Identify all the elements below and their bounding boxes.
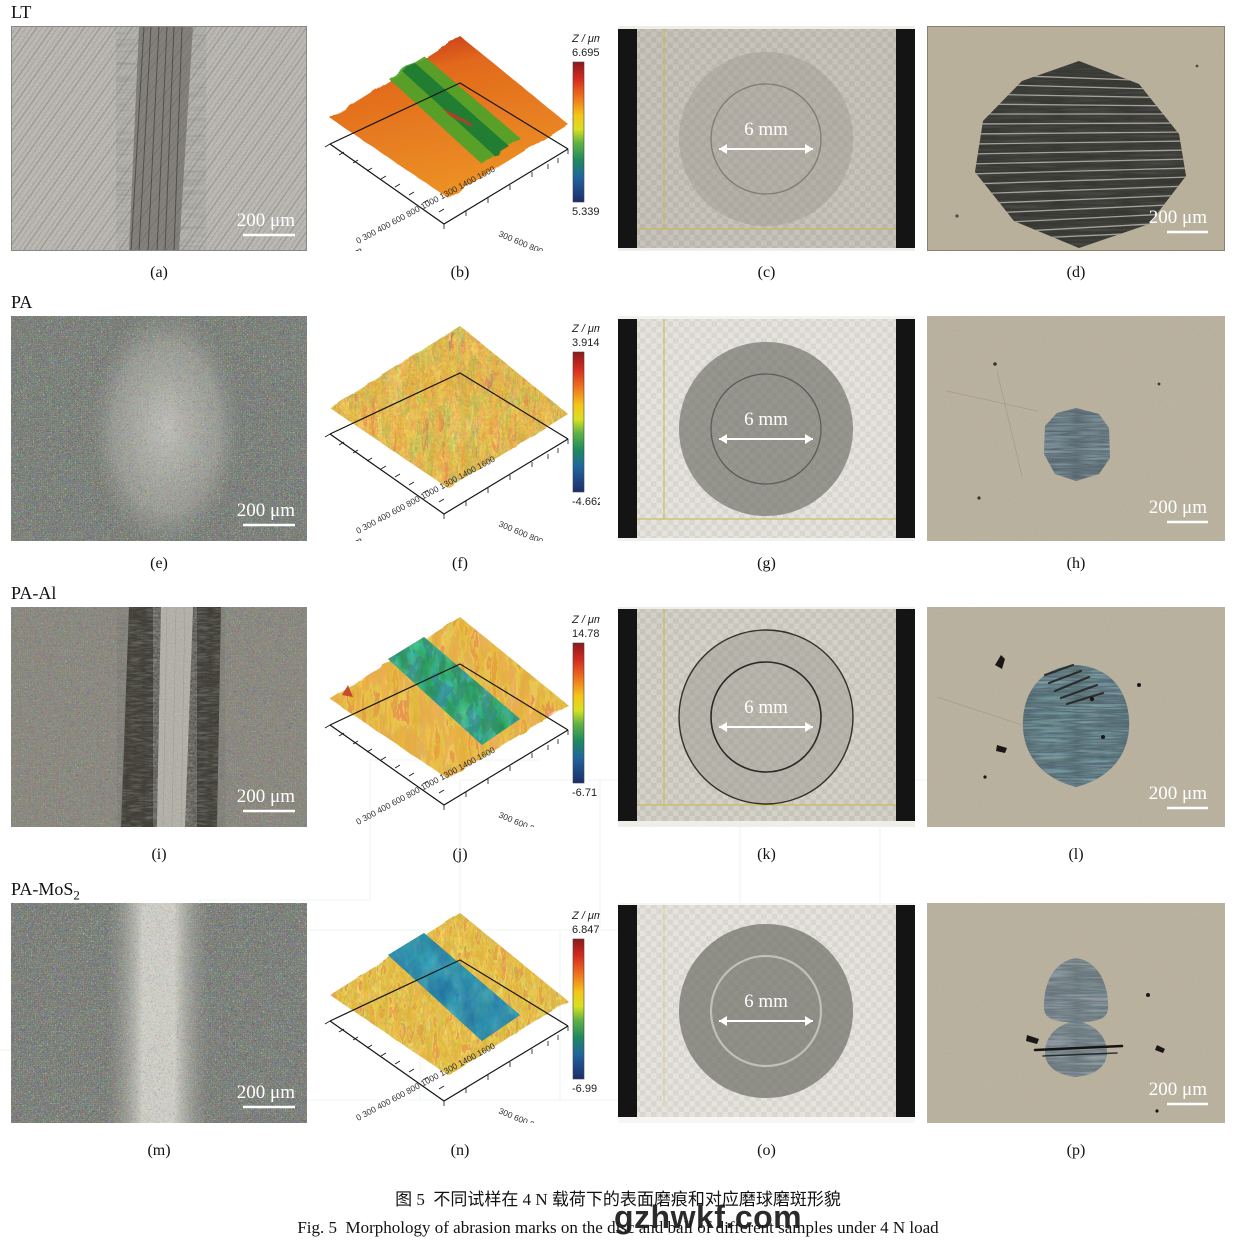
svg-text:Z / μm: Z / μm <box>571 614 600 626</box>
svg-text:6 mm: 6 mm <box>744 991 788 1012</box>
svg-text:-4.662: -4.662 <box>572 496 600 508</box>
svg-text:6.695: 6.695 <box>572 47 600 59</box>
svg-text:6 mm: 6 mm <box>744 409 788 430</box>
svg-text:300 600 800 1000 1200 1400 16: 300 600 800 1000 1200 1400 1600 <box>497 810 600 827</box>
svg-text:6.847: 6.847 <box>572 924 600 936</box>
svg-text:Z / μm: Z / μm <box>571 910 600 922</box>
svg-text:-6.99: -6.99 <box>572 1083 597 1095</box>
svg-text:Y / μm: Y / μm <box>334 1122 364 1123</box>
svg-text:Y / μm: Y / μm <box>334 245 364 251</box>
svg-text:200 μm: 200 μm <box>237 500 295 521</box>
svg-text:200 μm: 200 μm <box>237 786 295 807</box>
svg-text:200 μm: 200 μm <box>237 210 295 231</box>
svg-text:300 600 800 1000 1200 1400 16: 300 600 800 1000 1200 1400 1600 <box>497 1106 600 1123</box>
svg-text:6 mm: 6 mm <box>744 119 788 140</box>
svg-text:200 μm: 200 μm <box>1149 1079 1207 1100</box>
svg-text:14.782: 14.782 <box>572 628 600 640</box>
svg-text:200 μm: 200 μm <box>1149 207 1207 228</box>
svg-text:200 μm: 200 μm <box>237 1082 295 1103</box>
svg-text:5.339: 5.339 <box>572 206 600 218</box>
svg-text:6 mm: 6 mm <box>744 697 788 718</box>
svg-text:200 μm: 200 μm <box>1149 783 1207 804</box>
svg-text:3.914: 3.914 <box>572 337 600 349</box>
svg-text:300 600 800 1000 1200 1400 16: 300 600 800 1000 1200 1400 1600 <box>497 229 600 251</box>
svg-text:200 μm: 200 μm <box>1149 497 1207 518</box>
svg-text:-6.71: -6.71 <box>572 787 597 799</box>
svg-text:Y / μm: Y / μm <box>334 826 364 827</box>
svg-text:Z / μm: Z / μm <box>571 323 600 335</box>
svg-text:300 600 800 1000 1200 1400 16: 300 600 800 1000 1200 1400 1600 <box>497 519 600 541</box>
svg-text:Z / μm: Z / μm <box>571 33 600 45</box>
svg-text:Y / μm: Y / μm <box>334 535 364 541</box>
